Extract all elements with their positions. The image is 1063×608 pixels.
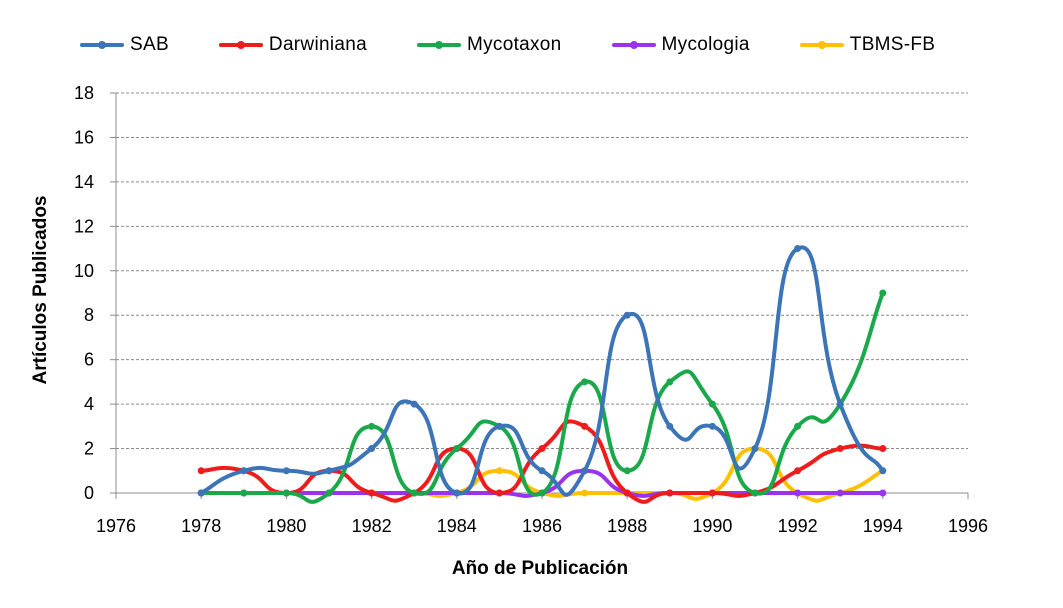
data-point-darwiniana <box>495 489 503 497</box>
series-line-mycotaxon <box>199 291 885 504</box>
y-tick-label: 12 <box>74 216 94 236</box>
x-tick-label: 1978 <box>181 516 221 536</box>
legend-swatch-mycologia <box>611 41 656 49</box>
data-point-mycologia <box>836 489 844 497</box>
x-tick-label: 1988 <box>607 516 647 536</box>
legend-swatch-mycotaxon <box>416 41 461 49</box>
data-point-darwiniana <box>581 422 589 430</box>
x-tick-label: 1996 <box>948 516 988 536</box>
data-point-mycotaxon <box>368 422 376 430</box>
y-tick-label: 14 <box>74 172 94 192</box>
data-point-mycotaxon <box>282 489 290 497</box>
y-tick-label: 2 <box>84 439 94 459</box>
data-point-tbms-fb <box>581 489 589 497</box>
data-point-mycotaxon <box>623 467 631 475</box>
data-point-mycotaxon <box>538 489 546 497</box>
data-point-mycotaxon <box>453 445 461 453</box>
data-point-sab <box>495 422 503 430</box>
data-point-mycotaxon <box>581 378 589 386</box>
data-point-mycotaxon <box>666 378 674 386</box>
data-point-sab <box>282 467 290 475</box>
data-point-mycotaxon <box>879 289 887 297</box>
legend-item-mycotaxon: Mycotaxon <box>416 34 562 56</box>
data-point-sab <box>751 445 759 453</box>
x-tick-label: 1986 <box>522 516 562 536</box>
y-tick-label: 10 <box>74 261 94 281</box>
x-tick-label: 1984 <box>437 516 477 536</box>
data-point-sab <box>197 489 205 497</box>
legend-label-darwiniana: Darwiniana <box>268 34 367 55</box>
data-point-sab <box>538 467 546 475</box>
data-point-darwiniana <box>794 467 802 475</box>
data-point-darwiniana <box>836 445 844 453</box>
data-point-mycotaxon <box>751 489 759 497</box>
data-point-tbms-fb <box>495 467 503 475</box>
data-point-sab <box>325 467 333 475</box>
x-tick-label: 1992 <box>778 516 818 536</box>
y-tick-label: 8 <box>84 305 94 325</box>
data-point-mycotaxon <box>325 489 333 497</box>
x-tick-label: 1990 <box>692 516 732 536</box>
y-tick-label: 4 <box>84 394 94 414</box>
legend-swatch-darwiniana <box>218 41 263 49</box>
data-point-sab <box>879 467 887 475</box>
x-tick-label: 1976 <box>96 516 136 536</box>
data-point-darwiniana <box>368 489 376 497</box>
y-tick-label: 18 <box>74 83 94 103</box>
data-point-sab <box>708 422 716 430</box>
data-point-sab <box>836 400 844 408</box>
x-tick-label: 1980 <box>266 516 306 536</box>
legend-item-mycologia: Mycologia <box>611 34 750 56</box>
data-point-darwiniana <box>623 489 631 497</box>
data-point-mycotaxon <box>410 489 418 497</box>
data-point-sab <box>794 245 802 253</box>
data-point-sab <box>623 311 631 319</box>
data-point-darwiniana <box>538 445 546 453</box>
legend-label-mycologia: Mycologia <box>661 34 750 55</box>
y-axis-title: Artículos Publicados <box>30 195 51 385</box>
data-point-mycologia <box>794 489 802 497</box>
legend: SAB Darwiniana Mycotaxon Mycologia TBMS-… <box>80 34 985 56</box>
legend-item-darwiniana: Darwiniana <box>218 34 367 56</box>
data-point-sab <box>240 467 248 475</box>
legend-swatch-tbms-fb <box>799 41 844 49</box>
legend-item-tbms-fb: TBMS-FB <box>799 34 936 56</box>
y-tick-label: 6 <box>84 350 94 370</box>
x-tick-label: 1994 <box>863 516 903 536</box>
legend-item-sab: SAB <box>80 34 169 56</box>
y-tick-label: 0 <box>84 483 94 503</box>
legend-swatch-sab <box>80 41 124 49</box>
data-point-sab <box>410 400 418 408</box>
data-point-darwiniana <box>879 445 887 453</box>
data-point-darwiniana <box>666 489 674 497</box>
legend-label-tbms-fb: TBMS-FB <box>849 34 936 55</box>
data-point-mycotaxon <box>240 489 248 497</box>
legend-label-sab: SAB <box>130 34 169 55</box>
data-point-sab <box>453 489 461 497</box>
x-tick-label: 1982 <box>352 516 392 536</box>
data-point-mycologia <box>879 489 887 497</box>
data-point-sab <box>666 422 674 430</box>
data-point-mycotaxon <box>708 400 716 408</box>
x-axis-title: Año de Publicación <box>451 558 629 579</box>
legend-label-mycotaxon: Mycotaxon <box>466 34 562 55</box>
data-point-darwiniana <box>708 489 716 497</box>
data-point-sab <box>581 467 589 475</box>
data-point-mycotaxon <box>794 422 802 430</box>
data-point-darwiniana <box>197 467 205 475</box>
data-point-sab <box>368 445 376 453</box>
y-tick-label: 16 <box>74 127 94 147</box>
